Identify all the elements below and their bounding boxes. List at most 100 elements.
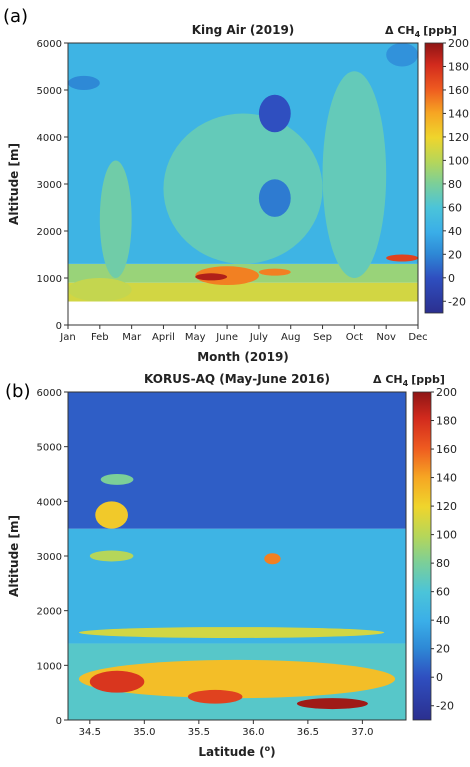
- heat-feature: [195, 273, 228, 281]
- colorbar-title-sub: 4: [415, 30, 421, 39]
- colorbar-tick-label: 80: [448, 178, 462, 191]
- colorbar-tick-label: 40: [436, 614, 450, 627]
- x-tick-label: Sep: [313, 332, 332, 343]
- y-tick-label: 6000: [37, 39, 62, 50]
- chart-title: King Air (2019): [192, 23, 295, 37]
- panel-label: (b): [5, 381, 30, 402]
- x-tick-label: Nov: [376, 332, 396, 343]
- y-tick-label: 2000: [37, 607, 62, 618]
- x-tick-label: Mar: [122, 332, 142, 343]
- x-axis-label-end: ): [270, 745, 275, 759]
- x-tick-label: 35.0: [133, 727, 155, 738]
- panel-b: (b) KORUS-AQ (May-June 2016) 0 1000 2000 3000…: [5, 372, 457, 759]
- colorbar-title-unit: [ppb]: [423, 24, 457, 37]
- plot-area: [68, 43, 418, 302]
- heat-feature: [258, 94, 291, 133]
- colorbar-tick-label: 20: [448, 248, 462, 261]
- colorbar-tick-label: 160: [448, 84, 469, 97]
- heat-feature: [258, 268, 291, 276]
- heat-feature: [89, 550, 134, 562]
- heat-feature: [258, 179, 291, 217]
- x-axis-label: Latitude (o): [198, 744, 275, 759]
- x-tick-label: 36.5: [297, 727, 319, 738]
- x-tick-label: 35.5: [188, 727, 210, 738]
- heat-feature: [264, 553, 281, 565]
- heat-band: [68, 392, 406, 529]
- colorbar-title-unit: [ppb]: [411, 373, 445, 386]
- colorbar-tick-label: -20: [448, 295, 466, 308]
- x-tick-label: May: [185, 332, 206, 343]
- colorbar-tick-label: 60: [436, 586, 450, 599]
- heat-feature: [296, 698, 368, 710]
- colorbar-tick-label: 100: [436, 529, 457, 542]
- x-tick-label: Dec: [408, 332, 427, 343]
- x-tick-label: Oct: [346, 332, 363, 343]
- colorbar-tick-label: 100: [448, 154, 469, 167]
- y-tick-label: 0: [56, 321, 62, 332]
- y-tick-label: 4000: [37, 497, 62, 508]
- colorbar-tick-label: 20: [436, 643, 450, 656]
- colorbar-tick-label: 120: [436, 500, 457, 513]
- heat-feature: [68, 75, 100, 90]
- heat-band: [68, 528, 406, 644]
- heat-feature: [89, 670, 145, 693]
- x-tick-label: June: [215, 332, 238, 343]
- panel-label: (a): [3, 6, 28, 27]
- y-tick-label: 3000: [37, 552, 62, 563]
- x-axis-label-main: Latitude (: [198, 745, 264, 759]
- x-tick-label: July: [249, 332, 268, 343]
- colorbar-tick-label: 0: [436, 671, 443, 684]
- colorbar-title: Δ CH4 [ppb]: [373, 373, 445, 388]
- colorbar-tick-label: 80: [436, 557, 450, 570]
- x-tick-label: 36.0: [242, 727, 264, 738]
- x-tick-label: Jan: [59, 332, 75, 343]
- colorbar-title: Δ CH4 [ppb]: [385, 24, 457, 39]
- y-axis-label: Altitude [m]: [7, 515, 21, 597]
- colorbar-title-main: Δ CH: [373, 373, 403, 386]
- colorbar-tick-label: -20: [436, 700, 454, 713]
- x-axis-label: Month (2019): [197, 350, 289, 364]
- colorbar-tick-label: 200: [448, 37, 469, 50]
- y-tick-label: 1000: [37, 274, 62, 285]
- colorbar-tick-label: 60: [448, 201, 462, 214]
- y-tick-label: 4000: [37, 133, 62, 144]
- colorbar-tick-label: 120: [448, 131, 469, 144]
- panel-a: (a)King Air (2019)0100020003000400050006…: [3, 6, 469, 364]
- colorbar-title-main: Δ CH: [385, 24, 415, 37]
- heat-feature: [78, 627, 385, 638]
- no-data-region: [68, 301, 418, 325]
- y-tick-label: 5000: [37, 443, 62, 454]
- heat-feature: [322, 71, 387, 278]
- heat-feature: [99, 160, 132, 278]
- x-tick-label: 34.5: [79, 727, 101, 738]
- heat-feature: [100, 474, 134, 485]
- colorbar: [424, 42, 444, 314]
- colorbar-tick-label: 0: [448, 272, 455, 285]
- colorbar-tick-label: 140: [448, 107, 469, 120]
- heat-feature: [386, 254, 418, 262]
- y-tick-label: 6000: [37, 388, 62, 399]
- heat-feature: [187, 689, 243, 704]
- heat-feature: [78, 659, 396, 699]
- heat-feature: [163, 113, 323, 264]
- colorbar-tick-label: 140: [436, 472, 457, 485]
- y-axis-label: Altitude [m]: [7, 143, 21, 225]
- heat-band: [68, 282, 418, 302]
- heat-feature: [386, 43, 418, 67]
- x-tick-label: April: [152, 332, 175, 343]
- chart-title: KORUS-AQ (May-June 2016): [144, 372, 330, 386]
- colorbar-tick-label: 160: [436, 443, 457, 456]
- colorbar-tick-label: 180: [436, 415, 457, 428]
- colorbar-title-sub: 4: [403, 379, 409, 388]
- y-tick-label: 5000: [37, 86, 62, 97]
- plot-area: [68, 392, 406, 720]
- colorbar-tick-label: 200: [436, 386, 457, 399]
- x-tick-label: Aug: [281, 332, 301, 343]
- x-tick-label: Feb: [91, 332, 109, 343]
- x-axis-label-sup: o: [265, 744, 271, 753]
- colorbar: [412, 391, 432, 721]
- y-tick-label: 2000: [37, 227, 62, 238]
- y-tick-label: 1000: [37, 661, 62, 672]
- colorbar-tick-label: 180: [448, 60, 469, 73]
